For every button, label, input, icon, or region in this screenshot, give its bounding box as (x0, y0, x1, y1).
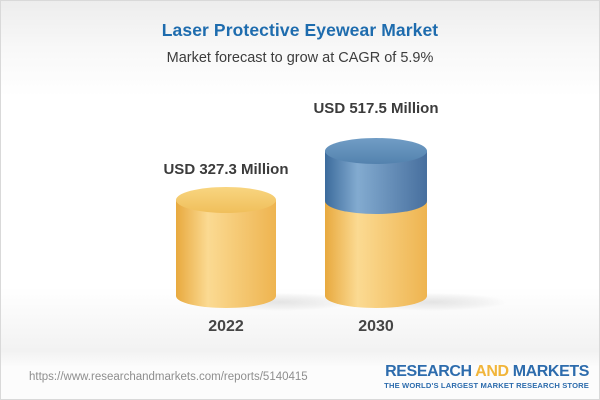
category-label-2030: 2030 (358, 318, 394, 335)
logo-word-research: RESEARCH (385, 363, 472, 380)
page-title: Laser Protective Eyewear Market (161, 20, 439, 40)
logo-tagline: THE WORLD'S LARGEST MARKET RESEARCH STOR… (384, 380, 589, 390)
research-and-markets-logo: RESEARCH AND MARKETS THE WORLD'S LARGEST… (384, 363, 589, 390)
footer: https://www.researchandmarkets.com/repor… (1, 357, 599, 399)
bar-2030-top (325, 138, 427, 164)
page-subtitle: Market forecast to grow at CAGR of 5.9% (166, 50, 434, 66)
bar-2022-body (176, 200, 276, 308)
logo-wordmark: RESEARCH AND MARKETS (384, 363, 589, 381)
value-label-2022: USD 327.3 Million (163, 161, 289, 178)
bar-2030-growth-segment (325, 151, 427, 214)
bar-2022-cylinder (176, 187, 353, 311)
logo-word-and: AND (475, 363, 509, 380)
bar-2030-base-segment (325, 200, 427, 308)
report-url: https://www.researchandmarkets.com/repor… (29, 371, 308, 383)
value-label-2030: USD 517.5 Million (313, 100, 439, 117)
bar-2022-top (176, 187, 276, 213)
bar-2030-cylinder (325, 138, 507, 311)
category-label-2022: 2022 (208, 318, 244, 335)
logo-word-markets: MARKETS (512, 363, 590, 380)
